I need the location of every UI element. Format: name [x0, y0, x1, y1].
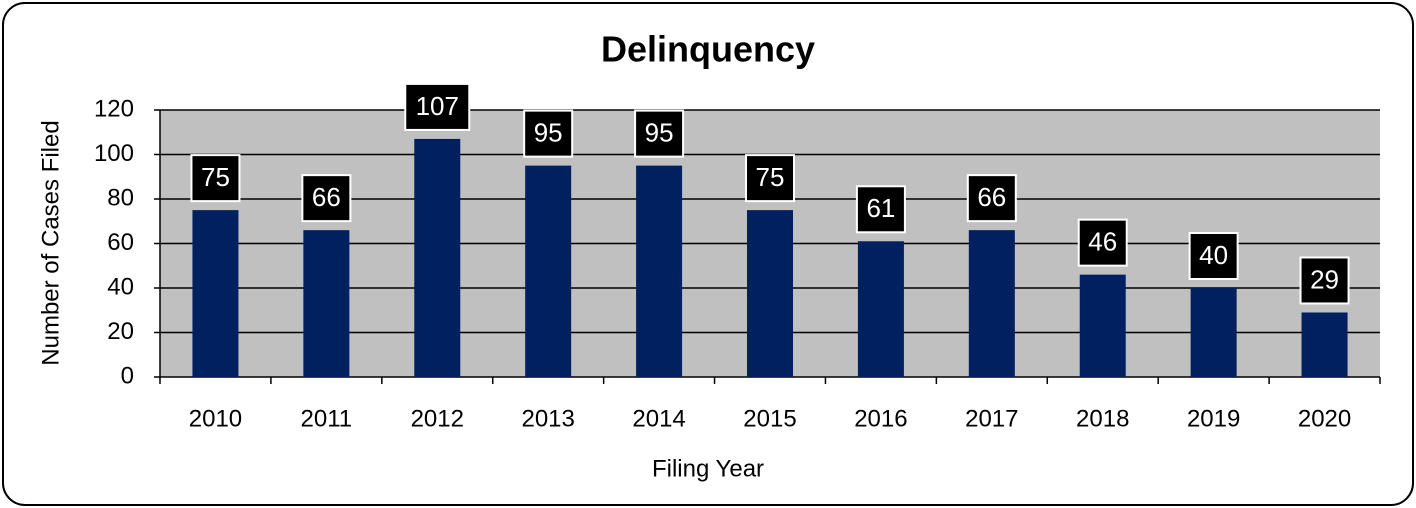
- x-tick-label: 2017: [965, 405, 1018, 432]
- x-tick-label: 2018: [1076, 405, 1129, 432]
- bar: [303, 230, 350, 377]
- data-label: 61: [866, 193, 895, 223]
- bar: [1301, 312, 1348, 377]
- x-tick-label: 2015: [743, 405, 796, 432]
- bar: [747, 210, 793, 377]
- x-tick-label: 2016: [854, 405, 907, 432]
- x-tick-label: 2014: [632, 405, 685, 432]
- bar: [192, 210, 239, 377]
- x-tick-label: 2019: [1187, 405, 1240, 432]
- y-tick-label: 20: [107, 318, 134, 345]
- bar: [857, 241, 904, 377]
- y-axis-title: Number of Cases Filed: [37, 120, 64, 365]
- y-tick-label: 60: [107, 229, 134, 256]
- bar: [968, 230, 1015, 377]
- bar: [636, 165, 683, 377]
- x-tick-label: 2012: [411, 405, 464, 432]
- data-label: 75: [201, 162, 230, 192]
- data-label-box: [404, 82, 471, 131]
- x-tick-label: 2010: [189, 405, 242, 432]
- data-label-box: [190, 154, 241, 203]
- data-label-box: [966, 174, 1017, 223]
- chart-title: Delinquency: [601, 29, 815, 70]
- y-tick-label: 80: [107, 184, 134, 211]
- data-label: 66: [312, 182, 341, 212]
- data-label: 75: [756, 162, 785, 192]
- data-label-box: [1077, 218, 1128, 267]
- data-label-box: [634, 109, 685, 158]
- data-label: 95: [534, 118, 563, 148]
- y-tick-label: 100: [94, 140, 134, 167]
- data-label: 29: [1310, 264, 1339, 294]
- bar: [1190, 288, 1237, 377]
- bar: [525, 165, 572, 377]
- data-label: 46: [1088, 227, 1117, 257]
- data-label-box: [301, 174, 352, 223]
- y-tick-label: 0: [121, 362, 134, 389]
- data-label-box: [855, 185, 906, 234]
- y-tick-label: 40: [107, 273, 134, 300]
- x-tick-label: 2011: [301, 405, 353, 432]
- bar: [414, 138, 461, 377]
- x-tick-label: 2020: [1298, 405, 1351, 432]
- data-label: 107: [416, 91, 459, 121]
- x-tick-label: 2013: [521, 405, 574, 432]
- data-label: 40: [1199, 240, 1228, 270]
- y-tick-label: 120: [94, 95, 134, 122]
- data-label-box: [523, 109, 574, 158]
- x-axis-title: Filing Year: [652, 455, 764, 482]
- bar: [1079, 274, 1126, 377]
- data-label-box: [1299, 256, 1350, 305]
- data-label-box: [745, 154, 795, 203]
- data-label: 66: [977, 182, 1006, 212]
- data-label-box: [1188, 232, 1239, 280]
- data-label: 95: [645, 118, 674, 148]
